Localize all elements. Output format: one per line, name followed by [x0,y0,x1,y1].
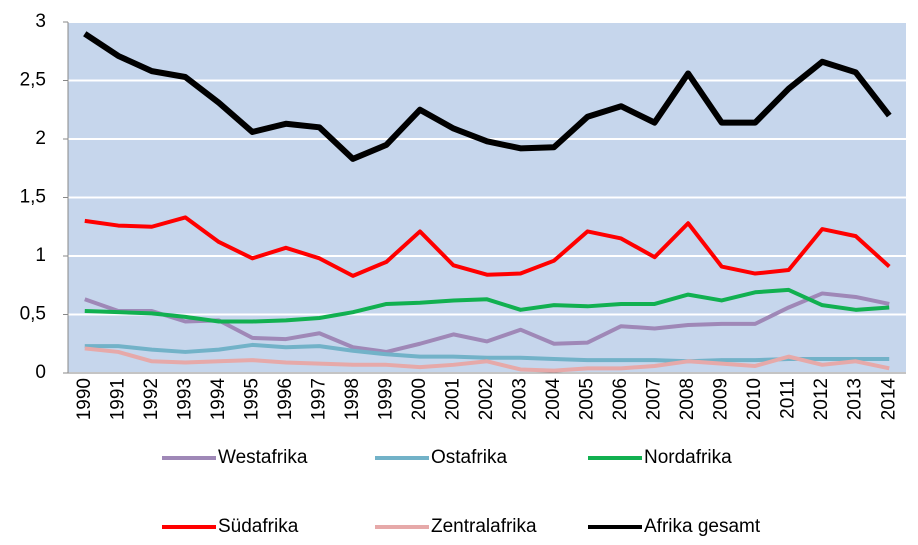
series-line [84,287,890,324]
y-tick-label: 2 [35,128,46,149]
legend-label: Ostafrika [431,447,507,468]
x-tick-label: 2004 [543,378,564,421]
x-tick-label: 1995 [241,378,262,420]
x-tick-label: 1997 [308,378,329,420]
x-tick-label: 1993 [174,378,195,420]
x-tick-label: 1996 [275,378,296,420]
x-tick-label: 2008 [677,378,698,420]
y-tick-label: 2,5 [20,70,46,91]
legend-label: Südafrika [218,516,299,537]
x-tick-label: 2014 [878,378,899,421]
x-tick-label: 1992 [141,378,162,420]
x-tick-label: 2003 [510,378,531,420]
x-tick-label: 2009 [711,378,732,420]
series-line [84,215,891,278]
x-tick-label: 2011 [778,378,799,419]
y-tick-label: 0,5 [20,304,46,325]
legend-label: Zentralafrika [431,516,537,537]
legend-label: Nordafrika [644,447,732,468]
x-tick-label: 1994 [208,378,229,421]
legend-label: Westafrika [218,447,308,468]
x-tick-label: 2007 [644,378,665,420]
legend-label: Afrika gesamt [644,516,761,537]
x-tick-label: 2006 [610,378,631,420]
x-tick-label: 1999 [375,378,396,420]
x-tick-label: 1998 [342,378,363,420]
x-tick-label: 2012 [811,378,832,420]
x-tick-label: 2000 [409,378,430,420]
y-tick-label: 1,5 [20,187,46,208]
y-tick-label: 0 [35,362,46,383]
x-tick-label: 2001 [442,378,463,420]
x-tick-label: 2013 [845,378,866,420]
x-tick-label: 1990 [74,378,95,420]
series-line [84,346,890,373]
series-line [84,342,890,364]
y-tick-label: 1 [35,245,46,266]
y-tick-label: 3 [35,11,46,32]
x-tick-label: 2005 [577,378,598,420]
x-tick-label: 2002 [476,378,497,420]
x-tick-label: 2010 [744,378,765,420]
series-line [83,31,892,162]
x-tick-label: 1991 [107,378,128,420]
